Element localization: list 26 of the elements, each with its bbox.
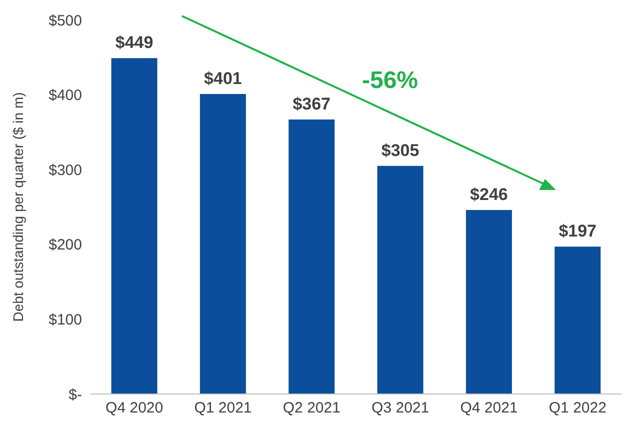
y-tick-label: $- bbox=[68, 386, 82, 404]
y-tick-label: $300 bbox=[48, 162, 82, 179]
annotation: -56% bbox=[362, 67, 418, 94]
data-label: $246 bbox=[470, 184, 508, 204]
data-label: $197 bbox=[558, 222, 597, 241]
data-label: $367 bbox=[292, 94, 331, 114]
x-tick-label: Q1 2022 bbox=[548, 400, 606, 417]
y-tick-label: $500 bbox=[48, 12, 82, 30]
y-tick-label: $100 bbox=[48, 312, 82, 329]
x-tick-label: Q3 2021 bbox=[372, 400, 430, 417]
x-tick-label: Q4 2020 bbox=[106, 400, 164, 417]
data-label: $401 bbox=[204, 69, 242, 88]
bar bbox=[111, 58, 158, 394]
y-axis-title: Debt outstanding per quarter ($ in m) bbox=[10, 92, 26, 322]
bar bbox=[288, 119, 335, 394]
y-tick-label: $200 bbox=[48, 236, 82, 254]
bar bbox=[466, 210, 512, 394]
bar bbox=[377, 166, 424, 394]
data-label: $305 bbox=[381, 140, 420, 160]
x-tick-label: Q2 2021 bbox=[282, 400, 340, 417]
data-label: $449 bbox=[115, 33, 154, 52]
x-tick-label: Q1 2021 bbox=[194, 400, 252, 417]
x-tick-label: Q4 2021 bbox=[460, 400, 518, 417]
bar bbox=[554, 246, 601, 394]
bar bbox=[200, 94, 246, 394]
y-tick-label: $400 bbox=[48, 87, 82, 104]
